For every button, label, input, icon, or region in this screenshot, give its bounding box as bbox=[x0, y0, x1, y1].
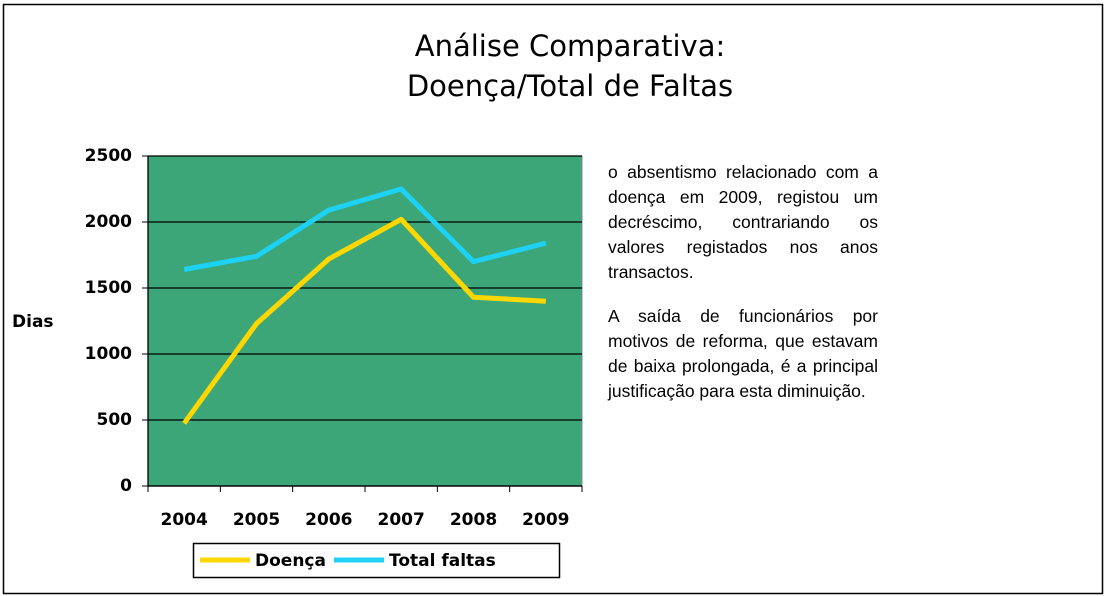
legend-label: Doença bbox=[255, 551, 326, 571]
note: A saída de funcionários por motivos de r… bbox=[608, 306, 878, 401]
chart-title: Doença/Total de Faltas bbox=[407, 69, 733, 103]
y-axis-label: Dias bbox=[12, 312, 54, 332]
y-tick-label: 0 bbox=[120, 476, 132, 496]
y-tick-label: 2000 bbox=[85, 212, 132, 232]
plot-area bbox=[147, 155, 583, 487]
y-tick-label: 1500 bbox=[85, 278, 132, 298]
y-tick-label: 1000 bbox=[85, 344, 132, 364]
x-tick-label: 2004 bbox=[161, 510, 208, 530]
x-tick-label: 2007 bbox=[378, 510, 425, 530]
note: o absentismo relacionado com a doença em… bbox=[608, 162, 878, 282]
x-tick-label: 2009 bbox=[522, 510, 569, 530]
frame bbox=[2, 3, 1104, 595]
chart-title: Análise Comparativa: bbox=[415, 29, 726, 63]
x-tick-label: 2008 bbox=[450, 510, 497, 530]
x-tick-label: 2005 bbox=[233, 510, 280, 530]
y-tick-label: 2500 bbox=[85, 146, 132, 166]
line-series bbox=[183, 186, 547, 272]
x-tick-label: 2006 bbox=[305, 510, 352, 530]
line-series bbox=[182, 216, 546, 425]
notes: o absentismo relacionado com a doença em… bbox=[608, 160, 878, 423]
legend-label: Total faltas bbox=[389, 551, 496, 571]
y-tick-label: 500 bbox=[97, 410, 133, 430]
